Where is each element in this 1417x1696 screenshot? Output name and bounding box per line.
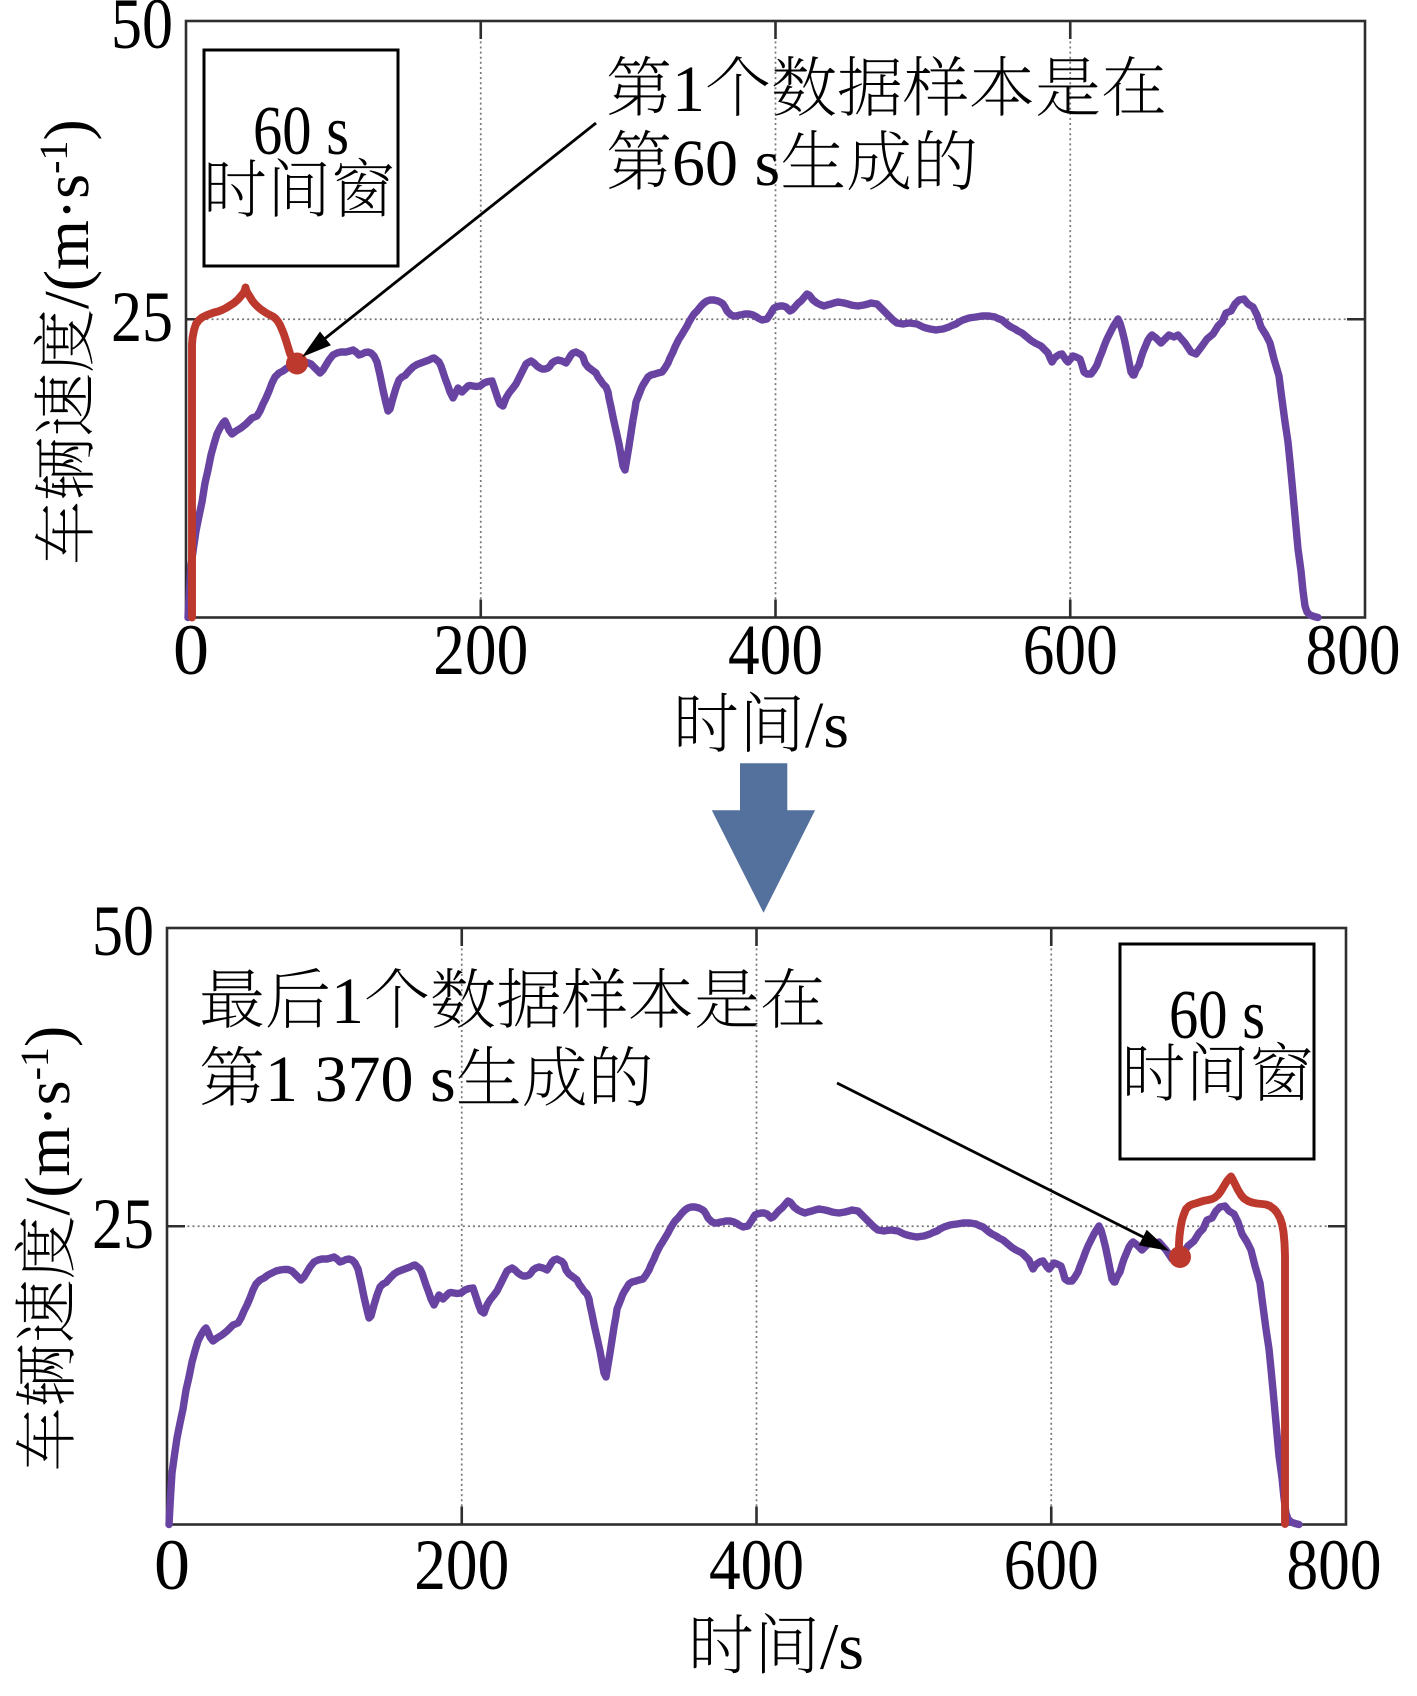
svg-text:50: 50 bbox=[111, 0, 173, 64]
svg-text:60 s: 60 s bbox=[253, 93, 349, 170]
svg-text:200: 200 bbox=[433, 610, 528, 690]
svg-text:0: 0 bbox=[154, 1525, 190, 1605]
svg-text:600: 600 bbox=[1004, 1525, 1099, 1605]
svg-text:60 s: 60 s bbox=[1169, 977, 1265, 1054]
svg-text:600: 600 bbox=[1023, 610, 1118, 690]
svg-text:50: 50 bbox=[92, 891, 154, 971]
svg-text:200: 200 bbox=[414, 1525, 509, 1605]
svg-text:400: 400 bbox=[728, 610, 823, 690]
svg-text:25: 25 bbox=[111, 277, 173, 357]
svg-text:25: 25 bbox=[92, 1184, 154, 1264]
svg-text:0: 0 bbox=[173, 610, 209, 690]
svg-text:800: 800 bbox=[1306, 610, 1401, 690]
svg-text:800: 800 bbox=[1287, 1525, 1382, 1605]
svg-text:400: 400 bbox=[709, 1525, 804, 1605]
